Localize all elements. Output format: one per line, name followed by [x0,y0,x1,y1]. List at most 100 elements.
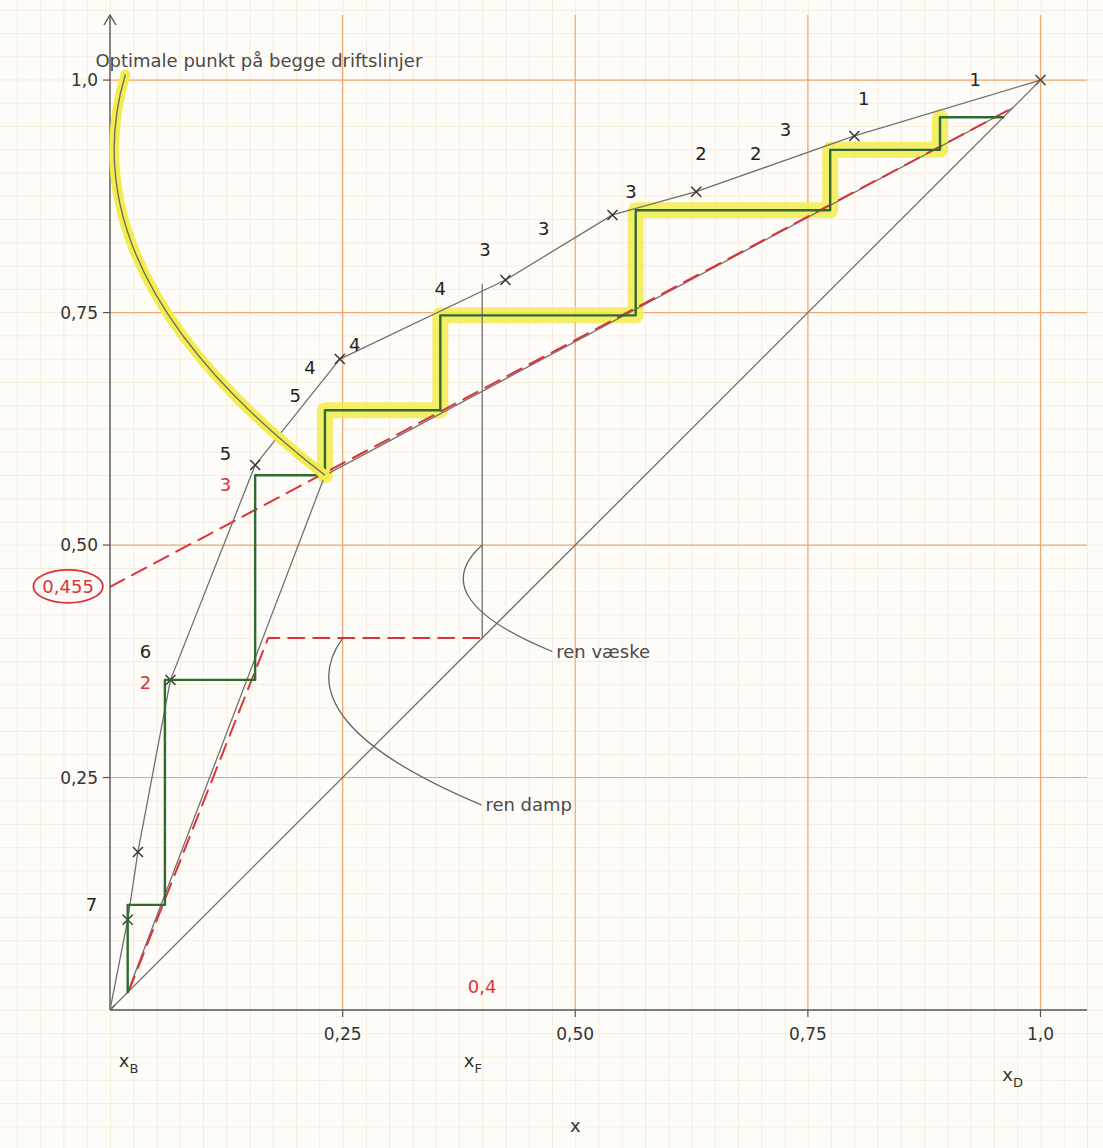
annotation-text: 4 [349,334,360,355]
annotation: xF [464,1050,482,1076]
grid [110,15,1087,1010]
annotation: 4 [304,357,315,378]
x-marker-stroke [849,131,859,141]
annotation-text: 2 [750,143,761,164]
highlight-line [325,117,940,475]
annotation: 6 [140,641,151,662]
annotation: x [570,1115,581,1136]
x-tick [342,1010,343,1017]
y-tick [103,312,110,313]
annotation-text: 0,455 [42,576,94,597]
annotation-text: 3 [538,218,549,239]
leader-highlight [114,74,325,475]
annotation-text: 1 [858,88,869,109]
x-marker-stroke [607,210,617,220]
leader-line [329,638,482,805]
annotation-subscript: B [129,1061,138,1076]
grid-line-x [342,15,343,1010]
leader-line [463,545,552,651]
annotation: 0,455 [42,576,94,597]
annotation: 5 [220,443,231,464]
annotation: 7 [86,894,97,915]
series-line [128,117,1004,992]
x-marker-stroke [133,847,143,857]
series-line [110,80,1040,1010]
annotation-text: 0,4 [468,976,497,997]
annotation-text: 5 [220,443,231,464]
x-tick-label: 0,25 [324,1024,362,1044]
annotation: 4 [435,278,446,299]
y-tick [103,544,110,545]
grid-line-x [807,15,808,1010]
annotation: 1 [970,69,981,90]
annotation: 3 [625,181,636,202]
grid-line-y [110,544,1087,545]
annotation: 3 [780,119,791,140]
y-axis-arrow [104,15,116,25]
annotation: 3 [538,218,549,239]
series-line [128,475,325,992]
dashed-line [129,638,483,991]
x-marker-stroke [250,460,260,470]
x-tick [1040,1010,1041,1017]
x-tick-label: 0,75 [789,1024,827,1044]
grid-line-y [110,79,1087,80]
annotation-subscript: F [474,1061,481,1076]
annotation: 4 [349,334,360,355]
x-marker [691,187,701,197]
x-marker [500,275,510,285]
x-marker [849,131,859,141]
annotation-subscript: D [1013,1075,1023,1090]
annotation-text: ren damp [485,794,572,815]
x-tick [807,1010,808,1017]
annotation-text: 2 [140,672,151,693]
annotation: 1 [858,88,869,109]
x-marker-stroke [849,131,859,141]
annotation: 0,4 [468,976,497,997]
grid-line-x [575,15,576,1010]
y-tick-label: 0,75 [60,303,98,323]
series-line [482,285,483,638]
annotation-text: x [464,1050,475,1071]
annotation: xD [1002,1064,1023,1090]
annotation: xB [119,1050,139,1076]
annotation-text: Optimale punkt på begge driftslinjer [95,50,423,71]
annotation: 5 [289,385,300,406]
annotation-text: 3 [479,239,490,260]
annotation-text: 1 [970,69,981,90]
y-tick-label: 0,25 [60,768,98,788]
annotations: Optimale punkt på begge driftslinjer ren … [33,50,1023,1136]
annotation: ren damp [485,794,572,815]
x-marker-stroke [133,847,143,857]
annotation-ellipse [33,570,103,603]
annotation-text: 4 [435,278,446,299]
dashed-line [110,108,1013,587]
x-marker [250,460,260,470]
y-tick [103,777,110,778]
y-tick [103,79,110,80]
x-marker-stroke [335,354,345,364]
x-marker-stroke [691,187,701,197]
annotation-text: 2 [695,143,706,164]
annotation: ren væske [556,641,650,662]
annotation-text: 3 [625,181,636,202]
annotation: 2 [750,143,761,164]
x-marker-stroke [607,210,617,220]
series-line [110,80,1040,1010]
annotation: Optimale punkt på begge driftslinjer [95,50,423,71]
annotation: 3 [479,239,490,260]
x-marker [335,354,345,364]
x-marker [607,210,617,220]
paper [0,0,1103,1148]
annotation-text: 3 [220,474,231,495]
leader-line [114,74,325,475]
annotation-text: 7 [86,894,97,915]
y-tick-label: 1,0 [71,70,98,90]
x-marker-stroke [500,275,510,285]
x-marker-stroke [691,187,701,197]
annotation: 2 [140,672,151,693]
chart: 0,250,500,751,00,250,500,751,0Optimale p… [0,0,1103,1148]
annotation: 3 [220,474,231,495]
series-group [110,75,1045,1010]
annotation-text: 5 [289,385,300,406]
